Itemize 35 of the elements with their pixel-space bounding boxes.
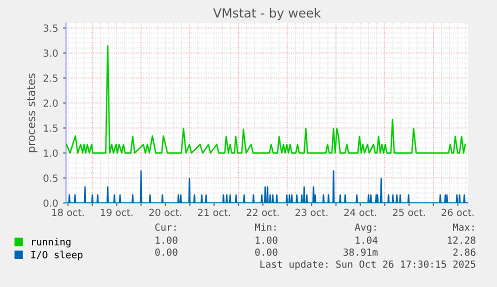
text: 38.91m bbox=[344, 248, 378, 256]
x-tick-label: 20 oct. bbox=[149, 208, 182, 216]
x-tick-label: 23 oct. bbox=[295, 208, 328, 216]
text: 0.00 bbox=[255, 248, 278, 256]
text: Last update: Sun Oct 26 17:30:15 2025 bbox=[260, 260, 476, 270]
text: 1.04 bbox=[356, 236, 378, 244]
x-tick-label: 26 oct. bbox=[442, 208, 474, 216]
chart-title: VMstat - by week bbox=[213, 8, 321, 20]
x-tick-label: 22 oct. bbox=[246, 208, 279, 216]
x-tick-label: 19 oct. bbox=[100, 208, 132, 216]
text: 0.00 bbox=[155, 248, 178, 256]
y-tick-label: 0.0 bbox=[44, 199, 58, 207]
legend-label: I/O sleep bbox=[31, 250, 82, 260]
text: 12.28 bbox=[448, 236, 476, 244]
y-tick-label: 1.5 bbox=[44, 124, 58, 132]
legend-label: running bbox=[32, 238, 70, 248]
x-tick-label: 21 oct. bbox=[198, 208, 230, 216]
text: 1.00 bbox=[256, 236, 278, 244]
text: Min: bbox=[254, 223, 276, 231]
text: Cur: bbox=[155, 223, 176, 231]
text: 2.86 bbox=[453, 248, 476, 256]
y-tick-label: 3.5 bbox=[44, 24, 58, 32]
x-tick-label: 25 oct. bbox=[392, 208, 425, 216]
line-series bbox=[66, 45, 466, 154]
y-tick-label: 3.0 bbox=[44, 49, 58, 57]
y-tick-label: 1.0 bbox=[44, 149, 58, 157]
text: 1.00 bbox=[156, 236, 178, 244]
x-tick-label: 24 oct. bbox=[344, 208, 376, 216]
y-tick-label: 2.0 bbox=[44, 99, 58, 107]
y-tick-label: 2.5 bbox=[44, 74, 58, 82]
text: Max: bbox=[452, 224, 474, 231]
y-tick-label: 0.5 bbox=[44, 174, 58, 182]
x-tick-label: 18 oct. bbox=[52, 208, 84, 216]
text: Avg: bbox=[354, 224, 376, 233]
y-axis-title: process states bbox=[27, 73, 38, 152]
